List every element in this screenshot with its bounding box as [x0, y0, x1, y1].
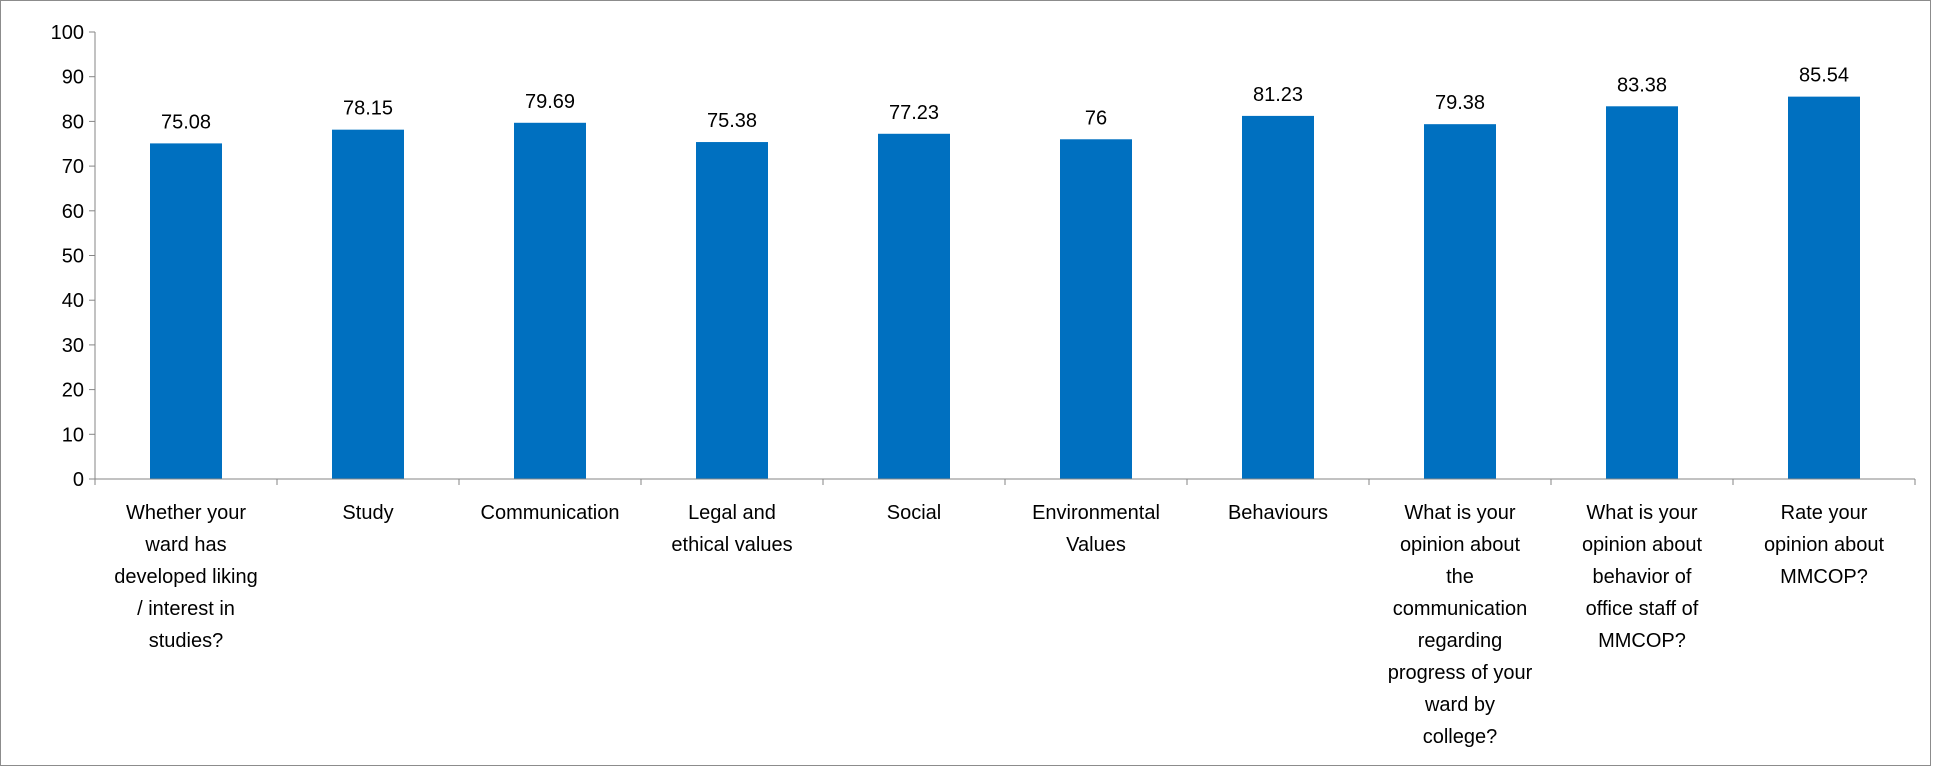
x-tick-label-line: Whether your	[126, 502, 246, 524]
x-tick-label-line: developed liking	[114, 566, 257, 588]
data-label: 78.15	[343, 98, 393, 120]
x-axis: Whether your ward has developed liking / in…	[94, 478, 1916, 748]
x-tick-label-line: the	[1446, 566, 1474, 588]
bar	[332, 129, 404, 479]
y-tick-label: 90	[62, 67, 84, 89]
x-tick-label: Legal and ethical values	[671, 502, 792, 556]
y-tick-label: 30	[62, 335, 84, 357]
y-tick-label: 0	[73, 469, 84, 491]
x-tick-label: Communication	[481, 502, 620, 524]
data-label: 81.23	[1253, 84, 1303, 106]
bar	[1424, 124, 1496, 480]
y-tick-label: 60	[62, 201, 84, 223]
bar	[878, 133, 950, 479]
x-tick-label: Rate your opinion about MMCOP?	[1764, 502, 1885, 588]
y-axis: 0 10 20 30 40 50 60 70 80 90 100	[51, 22, 96, 491]
x-tick-label-line: MMCOP?	[1598, 630, 1686, 652]
x-tick-label-line: communication	[1393, 598, 1528, 620]
data-label: 75.08	[161, 111, 211, 133]
x-tick-label-line: opinion about	[1400, 534, 1521, 556]
y-tick-label: 20	[62, 380, 84, 402]
y-tick-label: 70	[62, 156, 84, 178]
data-label: 75.38	[707, 110, 757, 132]
data-label: 79.69	[525, 91, 575, 113]
bar	[1606, 106, 1678, 480]
x-tick-label-line: Social	[887, 502, 941, 524]
x-tick-label-line: Legal and	[688, 502, 776, 524]
data-label: 76	[1085, 107, 1107, 129]
bar	[1788, 96, 1860, 479]
x-tick-label-line: studies?	[149, 630, 224, 652]
bars	[150, 96, 1860, 480]
x-tick-label: Whether your ward has developed liking / in…	[114, 502, 257, 652]
x-tick-label-line: Environmental	[1032, 502, 1160, 524]
bar	[514, 122, 586, 479]
bar	[1242, 115, 1314, 479]
x-tick-label: What is your opinion about the communicatio…	[1388, 502, 1533, 748]
data-label: 85.54	[1799, 65, 1849, 87]
y-tick-label: 40	[62, 290, 84, 312]
x-tick-label-line: college?	[1423, 726, 1498, 748]
x-tick-label-line: ward by	[1424, 694, 1495, 716]
x-tick-label-line: opinion about	[1764, 534, 1885, 556]
data-label: 83.38	[1617, 74, 1667, 96]
x-tick-label-line: behavior of	[1593, 566, 1692, 588]
x-tick-label-line: Values	[1066, 534, 1126, 556]
x-tick-label-line: regarding	[1418, 630, 1503, 652]
x-tick-label-line: MMCOP?	[1780, 566, 1868, 588]
x-tick-label-line: Communication	[481, 502, 620, 524]
x-tick-label-line: office staff of	[1586, 598, 1699, 620]
x-tick-label-line: What is your	[1586, 502, 1697, 524]
x-tick-label: Behaviours	[1228, 502, 1328, 524]
x-tick-label-line: Rate your	[1781, 502, 1868, 524]
y-tick-label: 80	[62, 111, 84, 133]
bar	[1060, 139, 1132, 479]
x-tick-label-line: What is your	[1404, 502, 1515, 524]
x-tick-label-line: opinion about	[1582, 534, 1703, 556]
x-tick-label-line: Study	[342, 502, 393, 524]
x-tick-label-line: Behaviours	[1228, 502, 1328, 524]
y-tick-label: 100	[51, 22, 84, 44]
x-tick-label: Study	[342, 502, 393, 524]
x-tick-label: Environmental Values	[1032, 502, 1160, 556]
x-tick-label: Social	[887, 502, 941, 524]
x-tick-label-line: ward has	[144, 534, 226, 556]
y-tick-label: 10	[62, 424, 84, 446]
bar	[150, 143, 222, 479]
bar	[696, 142, 768, 480]
data-labels: 75.08 78.15 79.69 75.38 77.23 76 81.23 79.38 83.…	[161, 65, 1849, 134]
x-tick-label-line: progress of your	[1388, 662, 1533, 684]
data-label: 77.23	[889, 102, 939, 124]
data-label: 79.38	[1435, 92, 1485, 114]
x-tick-label-line: ethical values	[671, 534, 792, 556]
x-tick-label-line: / interest in	[137, 598, 235, 620]
x-tick-label: What is your opinion about behavior of offi…	[1582, 502, 1703, 652]
y-tick-label: 50	[62, 246, 84, 268]
